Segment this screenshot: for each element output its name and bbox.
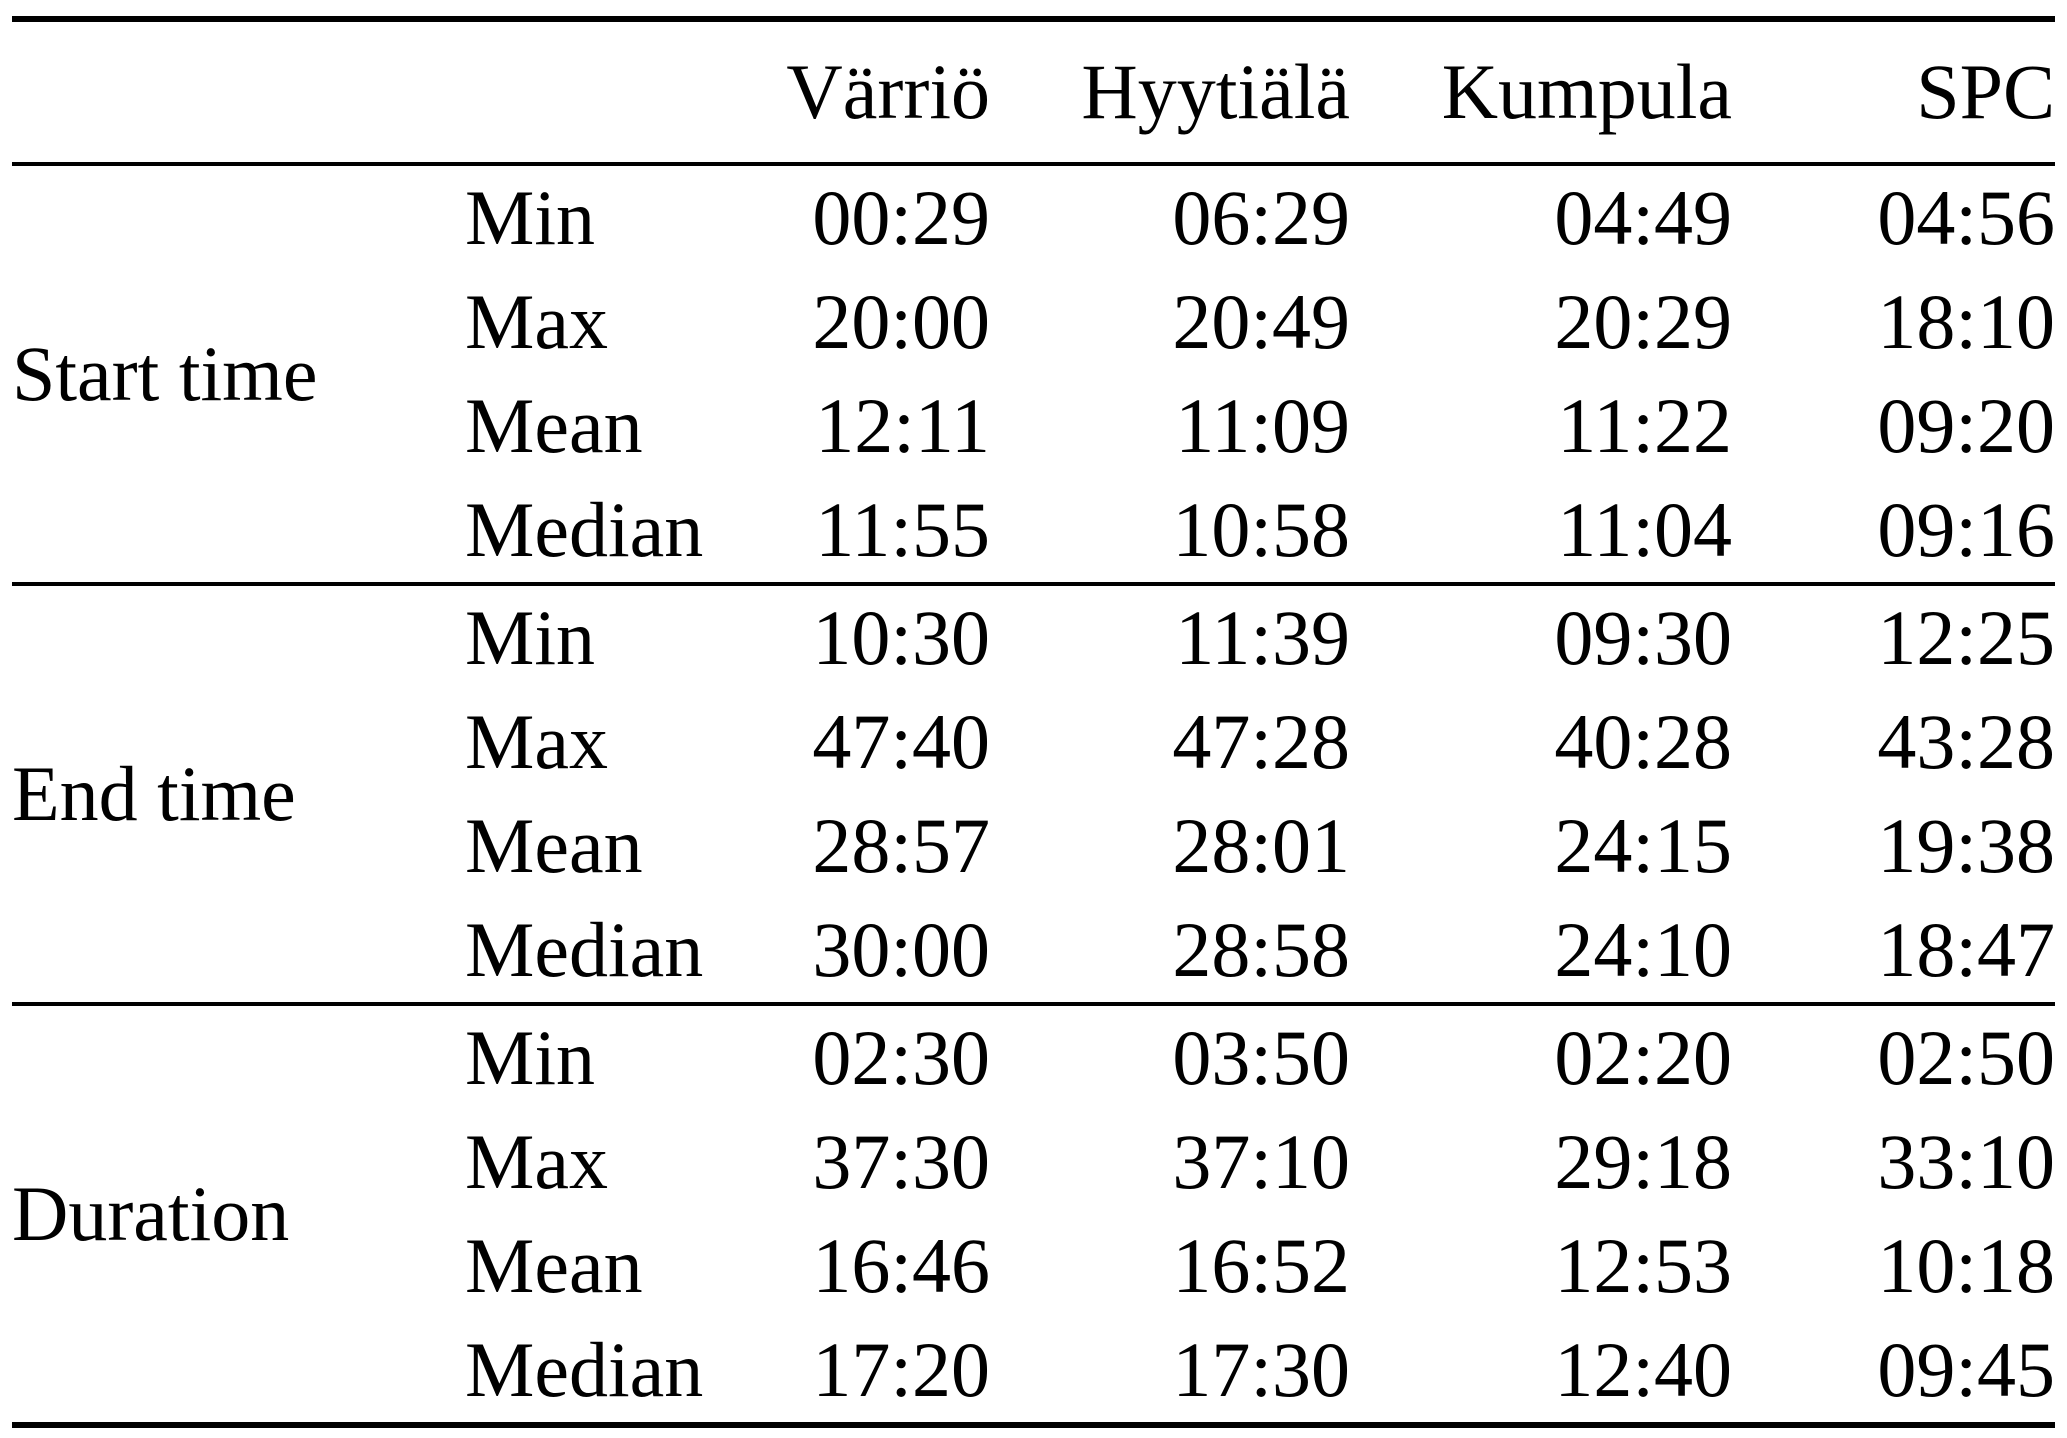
value-cell: 28:57 bbox=[812, 802, 990, 889]
table-row: Max 20:00 20:49 20:29 18:10 bbox=[12, 270, 2055, 374]
value-cell: 04:49 bbox=[1554, 174, 1732, 261]
value-cell: 12:53 bbox=[1554, 1222, 1732, 1309]
value-cell: 18:47 bbox=[1877, 906, 2055, 993]
table-row: Max 37:30 37:10 29:18 33:10 bbox=[12, 1110, 2055, 1214]
stat-label: Min bbox=[465, 174, 596, 261]
value-cell: 28:01 bbox=[1172, 802, 1350, 889]
header-row: Värriö Hyytiälä Kumpula SPC bbox=[12, 19, 2055, 164]
value-cell: 19:38 bbox=[1877, 802, 2055, 889]
table-row: Median 30:00 28:58 24:10 18:47 bbox=[12, 898, 2055, 1004]
value-cell: 24:15 bbox=[1554, 802, 1732, 889]
table-row: Start time Min 00:29 06:29 04:49 04:56 bbox=[12, 164, 2055, 413]
stat-label: Max bbox=[465, 278, 608, 365]
stat-label: Max bbox=[465, 698, 608, 785]
value-cell: 03:50 bbox=[1172, 1014, 1350, 1101]
column-header-spc: SPC bbox=[1916, 48, 2055, 135]
column-header-hyytiala: Hyytiälä bbox=[1081, 48, 1350, 135]
table-row: Max 47:40 47:28 40:28 43:28 bbox=[12, 690, 2055, 794]
stat-label: Median bbox=[465, 906, 704, 993]
value-cell: 40:28 bbox=[1554, 698, 1732, 785]
value-cell: 11:39 bbox=[1175, 594, 1350, 681]
value-cell-bold: 10:58 bbox=[1172, 486, 1350, 573]
table-row: Median 17:20 17:30 12:40 09:45 bbox=[12, 1318, 2055, 1425]
value-cell: 02:50 bbox=[1877, 1014, 2055, 1101]
value-cell: 28:58 bbox=[1172, 906, 1350, 993]
value-cell: 43:28 bbox=[1877, 698, 2055, 785]
table-row: Duration Min 02:30 03:50 02:20 02:50 bbox=[12, 1004, 2055, 1253]
stat-label: Min bbox=[465, 594, 596, 681]
stat-label: Mean bbox=[465, 802, 643, 889]
section-end-time: End time Min 10:30 11:39 09:30 12:25 Max… bbox=[12, 584, 2055, 1004]
value-cell: 16:46 bbox=[812, 1222, 990, 1309]
value-cell: 29:18 bbox=[1554, 1118, 1732, 1205]
value-cell: 02:20 bbox=[1554, 1014, 1732, 1101]
stat-label: Mean bbox=[465, 382, 643, 469]
value-cell: 17:20 bbox=[812, 1326, 990, 1413]
station-statistics-table: Värriö Hyytiälä Kumpula SPC Start time M… bbox=[12, 16, 2055, 1428]
value-cell: 10:30 bbox=[812, 594, 990, 681]
stat-label: Max bbox=[465, 1118, 608, 1205]
value-cell: 30:00 bbox=[812, 906, 990, 993]
value-cell: 09:45 bbox=[1877, 1326, 2055, 1413]
value-cell: 33:10 bbox=[1877, 1118, 2055, 1205]
header-empty-stat bbox=[465, 19, 710, 164]
table-row: Mean 12:11 11:09 11:22 09:20 bbox=[12, 374, 2055, 478]
stat-label: Median bbox=[465, 1326, 704, 1413]
value-cell: 37:10 bbox=[1172, 1118, 1350, 1205]
column-header-varrio: Värriö bbox=[786, 48, 990, 135]
value-cell: 11:09 bbox=[1175, 382, 1350, 469]
stat-label: Min bbox=[465, 1014, 596, 1101]
value-cell: 17:30 bbox=[1172, 1326, 1350, 1413]
value-cell: 12:11 bbox=[815, 382, 990, 469]
value-cell: 12:25 bbox=[1877, 594, 2055, 681]
value-cell: 11:22 bbox=[1557, 382, 1732, 469]
row-group-label-start-time: Start time bbox=[12, 330, 318, 417]
value-cell: 20:00 bbox=[812, 278, 990, 365]
value-cell: 47:40 bbox=[812, 698, 990, 785]
value-cell: 02:30 bbox=[812, 1014, 990, 1101]
value-cell: 37:30 bbox=[812, 1118, 990, 1205]
table-row: Median 11:55 10:58 11:04 09:16 bbox=[12, 478, 2055, 584]
header-empty-group bbox=[12, 19, 465, 164]
stat-label: Median bbox=[465, 486, 704, 573]
value-cell: 16:52 bbox=[1172, 1222, 1350, 1309]
row-group-label-duration: Duration bbox=[12, 1170, 290, 1257]
value-cell: 12:40 bbox=[1554, 1326, 1732, 1413]
value-cell: 04:56 bbox=[1877, 174, 2055, 261]
section-duration: Duration Min 02:30 03:50 02:20 02:50 Max… bbox=[12, 1004, 2055, 1425]
value-cell: 09:20 bbox=[1877, 382, 2055, 469]
value-cell: 24:10 bbox=[1554, 906, 1732, 993]
table-row: Mean 16:46 16:52 12:53 10:18 bbox=[12, 1214, 2055, 1318]
section-start-time: Start time Min 00:29 06:29 04:49 04:56 M… bbox=[12, 164, 2055, 584]
value-cell: 18:10 bbox=[1877, 278, 2055, 365]
table-row: Mean 28:57 28:01 24:15 19:38 bbox=[12, 794, 2055, 898]
value-cell: 20:29 bbox=[1554, 278, 1732, 365]
value-cell: 09:30 bbox=[1554, 594, 1732, 681]
value-cell: 10:18 bbox=[1877, 1222, 2055, 1309]
value-cell: 06:29 bbox=[1172, 174, 1350, 261]
column-header-kumpula: Kumpula bbox=[1441, 48, 1732, 135]
table-row: End time Min 10:30 11:39 09:30 12:25 bbox=[12, 584, 2055, 833]
value-cell-bold: 11:04 bbox=[1557, 486, 1732, 573]
row-group-label-end-time: End time bbox=[12, 750, 296, 837]
value-cell: 00:29 bbox=[812, 174, 990, 261]
value-cell: 09:16 bbox=[1877, 486, 2055, 573]
value-cell: 47:28 bbox=[1172, 698, 1350, 785]
stat-label: Mean bbox=[465, 1222, 643, 1309]
value-cell: 20:49 bbox=[1172, 278, 1350, 365]
value-cell: 11:55 bbox=[815, 486, 990, 573]
